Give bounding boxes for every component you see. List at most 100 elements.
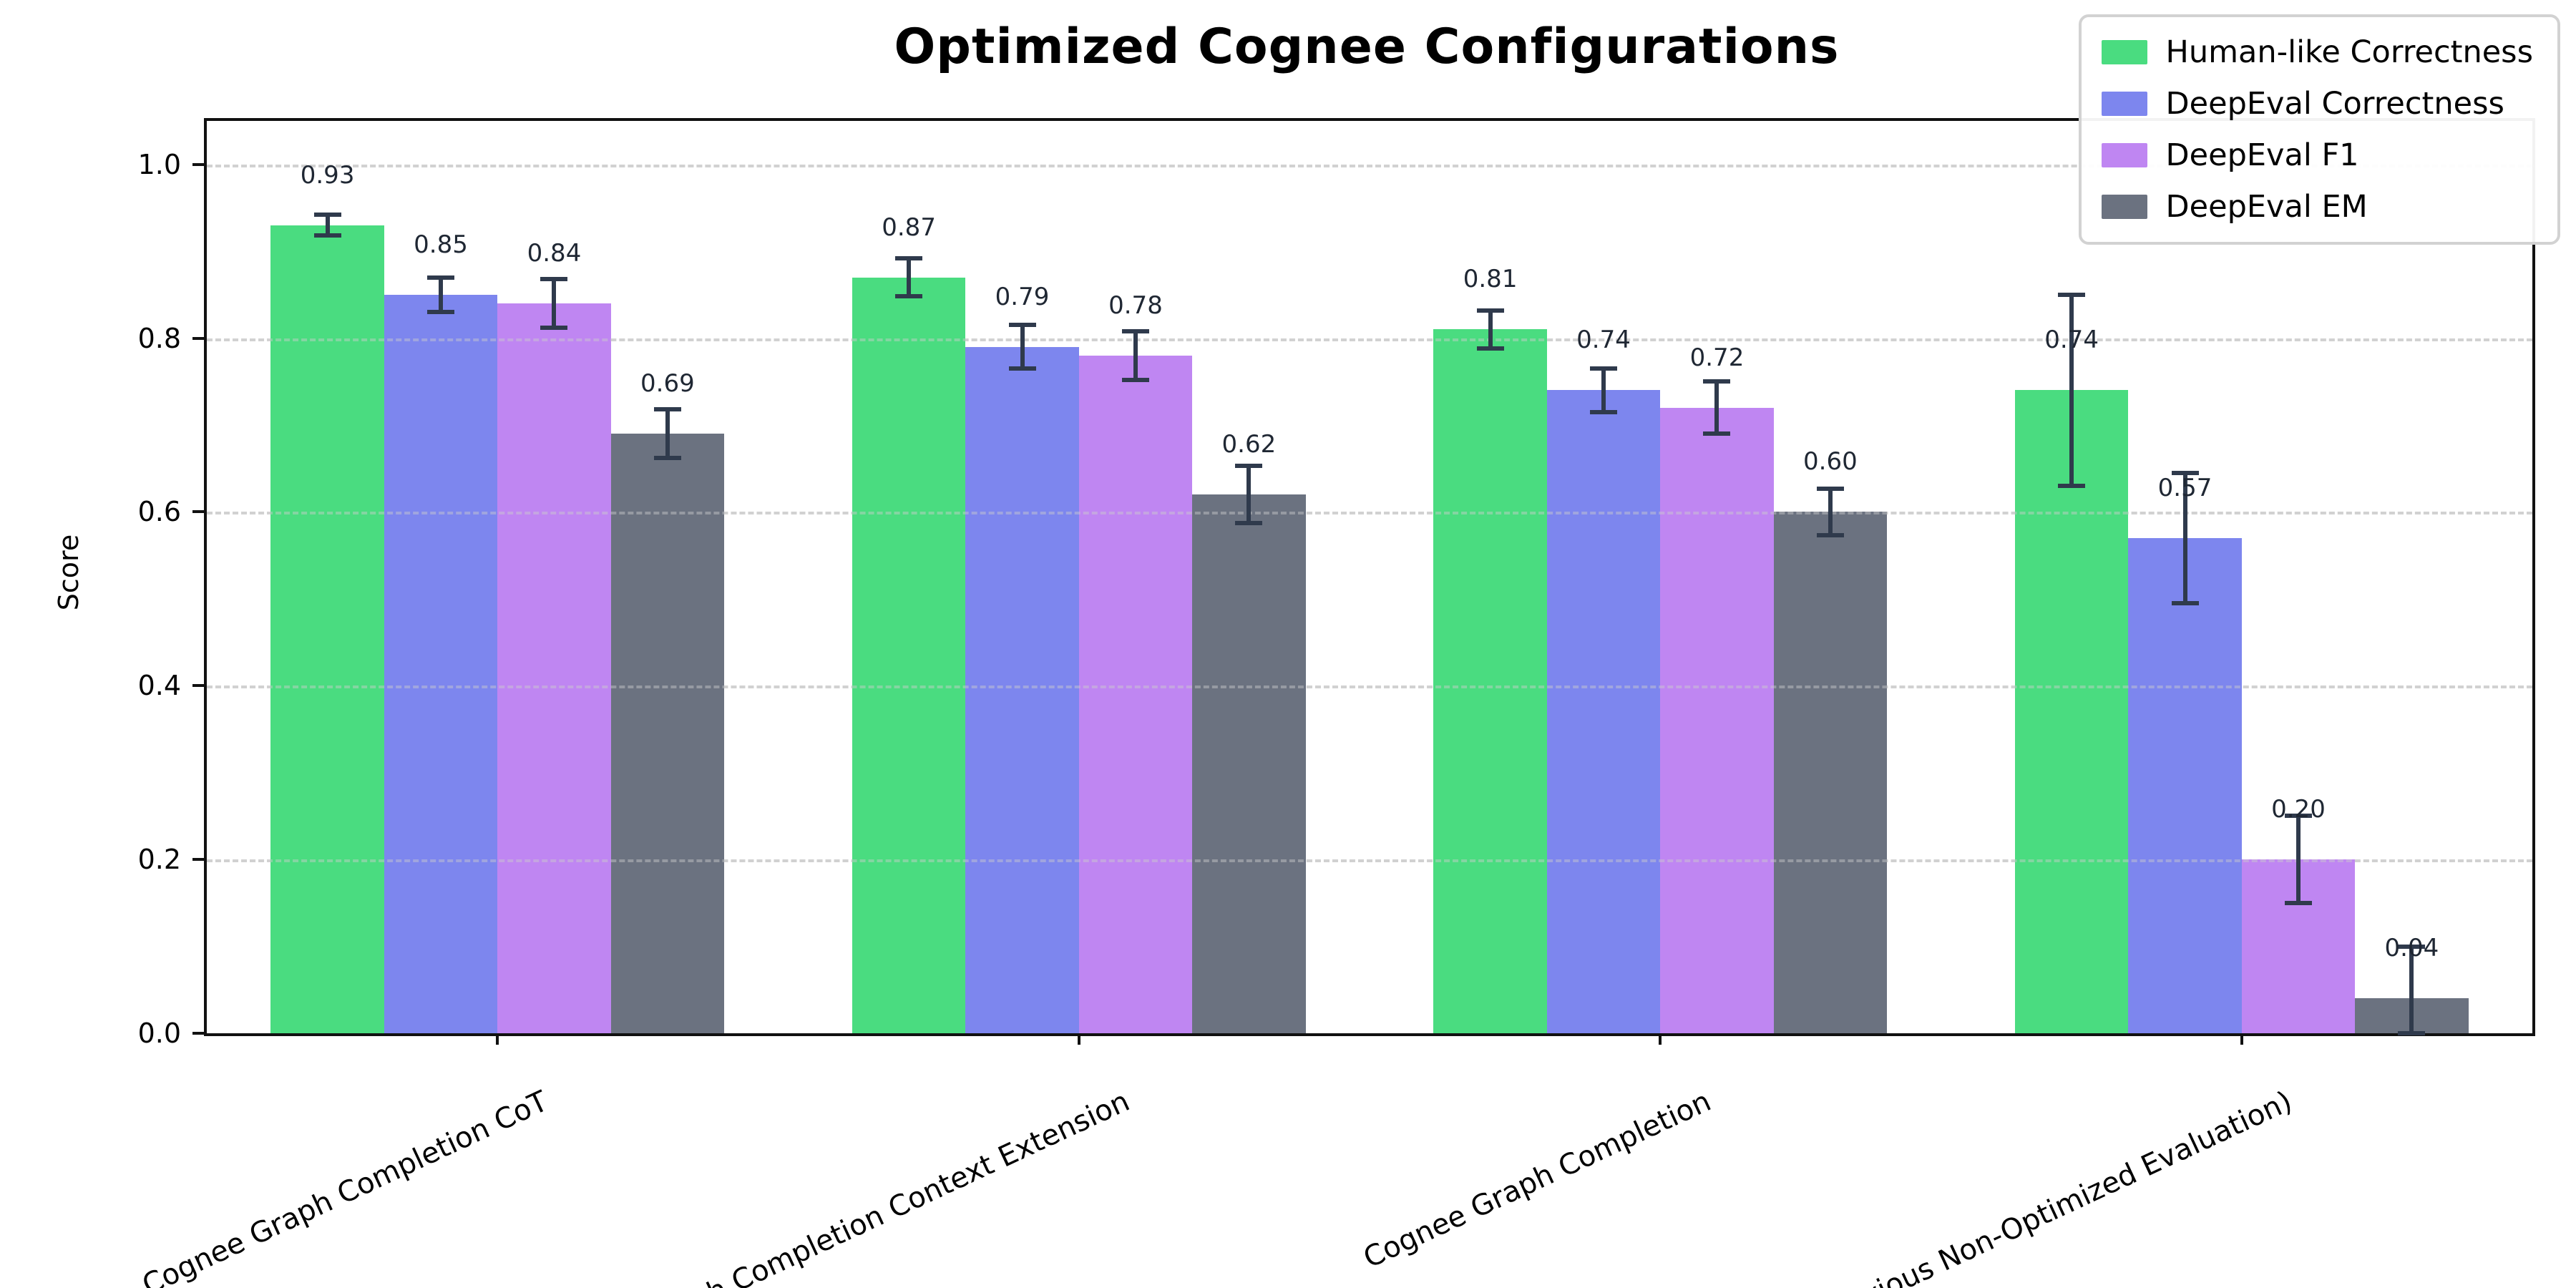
legend-swatch-icon <box>2101 195 2147 219</box>
bar-human-like-correctness-group-3 <box>2014 390 2129 1033</box>
error-bar-cap <box>1235 464 1263 469</box>
legend-swatch-icon <box>2101 143 2147 167</box>
gridline <box>207 338 2532 341</box>
error-bar-cap <box>1235 521 1263 526</box>
bar-value-label: 0.60 <box>1803 447 1858 477</box>
x-tick-label-1: Cognee Graph Completion Context Extensio… <box>531 1085 1135 1288</box>
bar-value-label: 0.69 <box>640 369 695 399</box>
error-bar <box>2069 294 2074 486</box>
gridline <box>207 686 2532 689</box>
bar-human-like-correctness-group-0 <box>270 225 384 1033</box>
legend-swatch-icon <box>2101 92 2147 116</box>
legend-label: DeepEval F1 <box>2165 137 2359 173</box>
gridline-overlay <box>207 512 2532 515</box>
bar-value-label: 0.20 <box>2271 795 2326 824</box>
y-tick-mark <box>192 336 204 340</box>
bar-deepeval-em-group-2 <box>1773 512 1888 1033</box>
error-bar-cap <box>2284 900 2312 905</box>
error-bar-cap <box>1121 328 1149 333</box>
legend-label: DeepEval Correctness <box>2165 86 2504 122</box>
y-axis-title: Score <box>53 534 84 611</box>
bar-deepeval-f1-group-2 <box>1660 407 1774 1033</box>
legend-swatch-icon <box>2101 40 2147 64</box>
error-bar-cap <box>895 294 923 299</box>
bar-value-label: 0.93 <box>300 160 355 190</box>
bar-value-label: 0.72 <box>1689 343 1745 372</box>
error-bar <box>1246 466 1252 524</box>
error-bar <box>2182 472 2187 603</box>
bar-value-label: 0.62 <box>1221 430 1277 459</box>
error-bar-cap <box>313 233 341 238</box>
gridline <box>207 164 2532 167</box>
error-bar-cap <box>895 255 923 260</box>
error-bar <box>1601 369 1606 412</box>
error-bar <box>552 279 557 328</box>
error-bar <box>1020 325 1025 369</box>
gridline-overlay <box>207 686 2532 689</box>
bar-deepeval-em-group-0 <box>610 434 725 1033</box>
y-tick-label: 0.6 <box>137 496 181 528</box>
y-tick-label: 0.0 <box>137 1018 181 1049</box>
bar-deepeval-correctness-group-1 <box>965 346 1079 1033</box>
bar-value-label: 0.84 <box>527 239 582 268</box>
bar-value-label: 0.78 <box>1108 291 1163 320</box>
y-tick-mark <box>192 510 204 514</box>
y-tick-mark <box>192 858 204 862</box>
legend-item-deepeval-f1: DeepEval F1 <box>2101 137 2533 173</box>
gridline <box>207 859 2532 863</box>
error-bar <box>1828 488 1833 536</box>
error-bar-cap <box>2284 814 2312 819</box>
bar-value-label: 0.57 <box>2157 473 2212 502</box>
y-tick-mark <box>192 1032 204 1035</box>
error-bar <box>325 215 330 236</box>
y-tick-mark <box>192 684 204 688</box>
bar-value-label: 0.74 <box>2044 326 2099 355</box>
legend-label: DeepEval EM <box>2165 189 2368 225</box>
error-bar <box>665 409 670 459</box>
bar-value-label: 0.81 <box>1463 265 1518 294</box>
gridline-overlay <box>207 859 2532 863</box>
bar-deepeval-correctness-group-0 <box>384 294 498 1033</box>
y-tick-label: 1.0 <box>137 148 181 180</box>
legend-item-deepeval-correctness: DeepEval Correctness <box>2101 86 2533 122</box>
error-bar <box>439 277 444 313</box>
error-bar-cap <box>2058 484 2086 488</box>
bar-value-label: 0.74 <box>1576 326 1631 355</box>
x-tick-mark <box>2240 1033 2243 1045</box>
plot-area: 0.0 0.2 0.4 0.6 0.8 1.0 0.93 0.87 0.81 0.74 0.85 0.… <box>137 118 2535 1288</box>
bar-human-like-correctness-group-1 <box>852 277 966 1033</box>
x-tick-label-0: Cognee Graph Completion CoT <box>137 1085 553 1288</box>
error-bar-cap <box>313 213 341 218</box>
y-tick-label: 0.4 <box>137 670 181 702</box>
error-bar-cap <box>653 407 681 412</box>
error-bar <box>1133 331 1138 380</box>
x-tick-label-3: Cognee (Previous Non-Optimized Evaluatio… <box>1698 1085 2298 1288</box>
error-bar-cap <box>1476 346 1504 351</box>
y-tick-mark <box>192 162 204 166</box>
error-bar-cap <box>2171 600 2199 605</box>
bar-deepeval-em-group-1 <box>1192 494 1306 1033</box>
error-bar-cap <box>653 456 681 461</box>
bar-deepeval-f1-group-0 <box>497 303 611 1033</box>
error-bar <box>907 258 912 297</box>
error-bar-cap <box>427 310 455 315</box>
x-tick-mark <box>1659 1033 1662 1045</box>
gridline-overlay <box>207 164 2532 167</box>
legend-item-human-like-correctness: Human-like Correctness <box>2101 34 2533 70</box>
bar-value-label: 0.85 <box>414 230 468 259</box>
bar-deepeval-correctness-group-3 <box>2128 537 2242 1033</box>
gridline <box>207 512 2532 515</box>
error-bar-cap <box>540 277 568 281</box>
legend-item-deepeval-em: DeepEval EM <box>2101 189 2533 225</box>
bar-value-label: 0.79 <box>995 282 1050 311</box>
error-bar-cap <box>1121 377 1149 382</box>
legend-label: Human-like Correctness <box>2165 34 2533 70</box>
bar-deepeval-f1-group-1 <box>1078 355 1193 1033</box>
error-bar <box>2296 816 2301 903</box>
x-tick-mark <box>496 1033 499 1045</box>
error-bar-cap <box>2058 292 2086 297</box>
bar-value-label: 0.04 <box>2384 934 2439 963</box>
error-bar-cap <box>1476 308 1504 313</box>
chart-title: Optimized Cognee Configurations <box>894 19 1840 75</box>
y-tick-label: 0.2 <box>137 844 181 876</box>
